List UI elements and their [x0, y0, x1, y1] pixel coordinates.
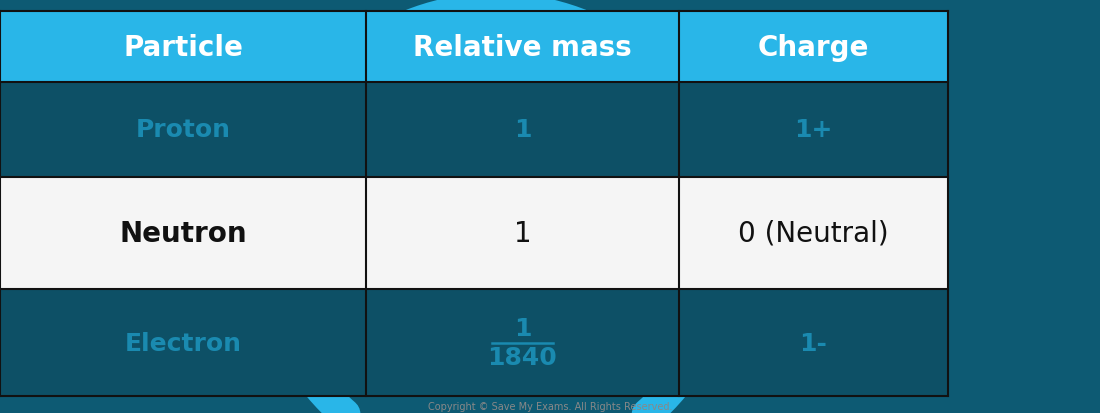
Bar: [0, 12, 366, 83]
Bar: [0, 178, 366, 289]
Text: Electron: Electron: [124, 331, 242, 355]
Text: 1: 1: [514, 118, 531, 142]
Text: Charge: Charge: [758, 33, 869, 62]
Text: 1: 1: [514, 316, 531, 340]
Text: Neutron: Neutron: [119, 219, 248, 247]
Polygon shape: [453, 107, 568, 355]
Text: 1840: 1840: [487, 345, 558, 369]
Bar: [366, 178, 679, 289]
Text: 1-: 1-: [800, 331, 827, 355]
Bar: [0, 289, 366, 396]
Bar: [679, 289, 948, 396]
Bar: [679, 83, 948, 178]
Text: 1: 1: [514, 219, 531, 247]
Bar: [0, 83, 366, 178]
Bar: [366, 83, 679, 178]
Bar: [366, 12, 679, 83]
Text: Proton: Proton: [135, 118, 231, 142]
Bar: [679, 178, 948, 289]
Text: Copyright © Save My Exams. All Rights Reserved.: Copyright © Save My Exams. All Rights Re…: [428, 401, 672, 411]
Text: Particle: Particle: [123, 33, 243, 62]
Bar: [679, 12, 948, 83]
Bar: [366, 289, 679, 396]
Text: Relative mass: Relative mass: [414, 33, 631, 62]
Text: 0 (Neutral): 0 (Neutral): [738, 219, 889, 247]
Text: 1+: 1+: [794, 118, 833, 142]
